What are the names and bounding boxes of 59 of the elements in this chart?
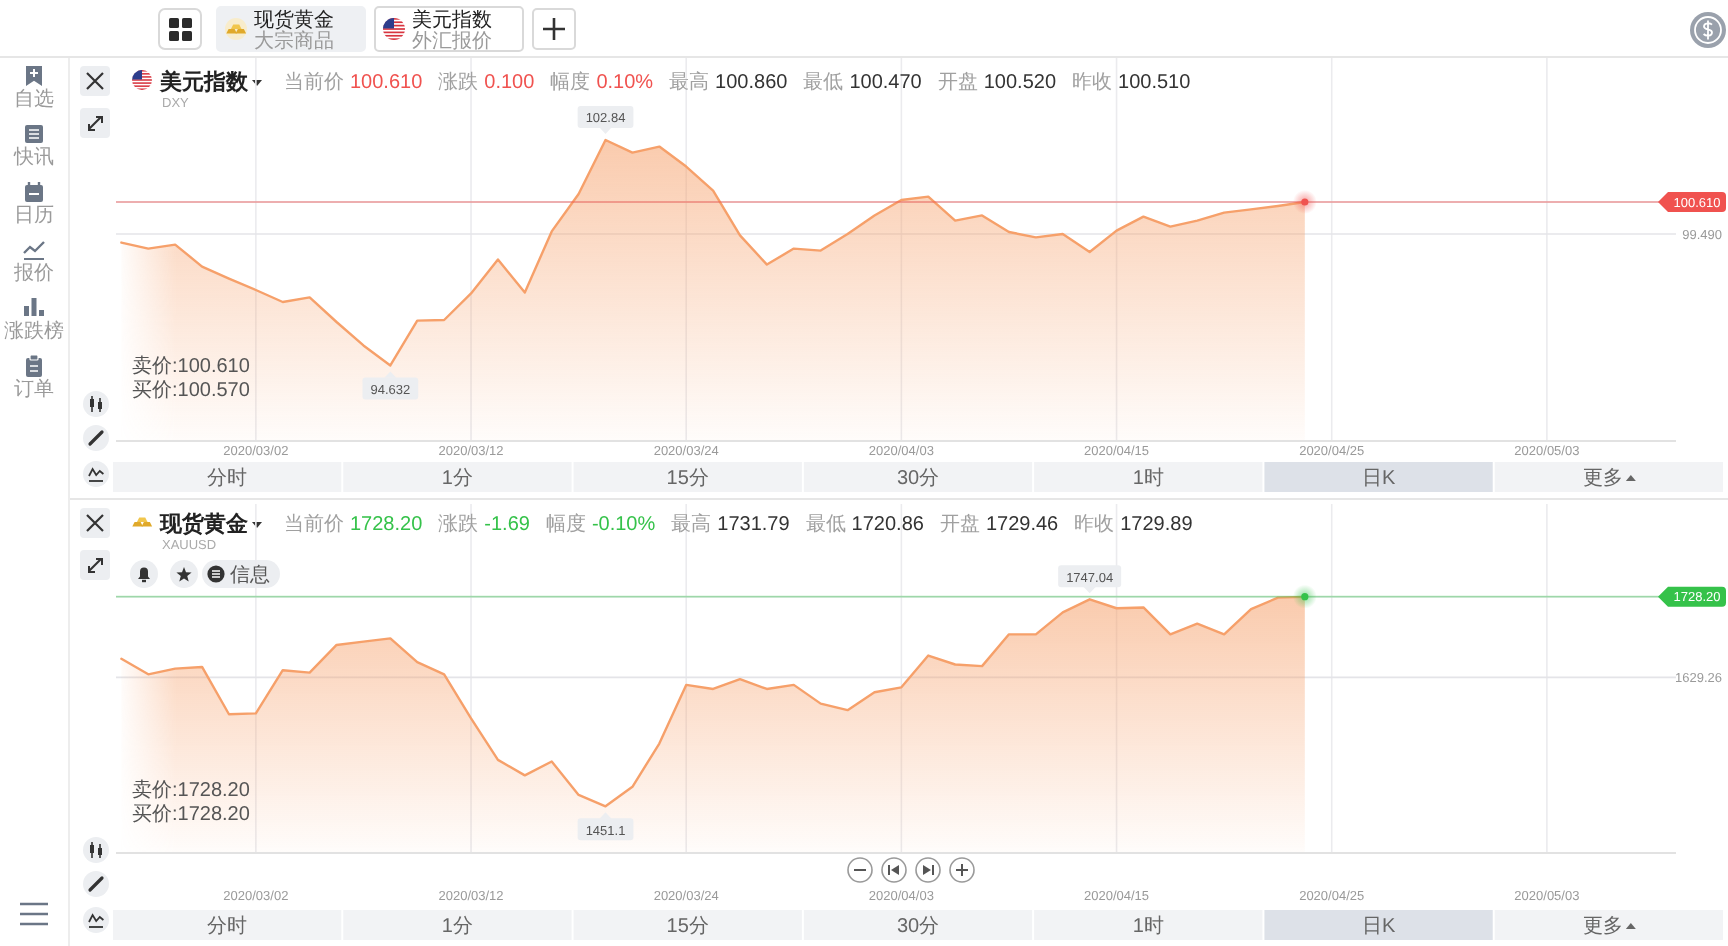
text: 美元指数 [158,69,250,95]
annotation: -0.10% [591,514,656,536]
annotation: 100.860 [715,72,789,94]
text: 现货黄金 [254,8,334,32]
annotation: 100.510 [1118,72,1192,94]
text: 订单 [14,377,54,401]
text: 1分 [441,466,473,490]
text: 分时 [207,466,248,490]
annotation: 信息 [230,563,270,587]
annotation: 0.10% [596,72,654,94]
text: 自选 [14,87,54,111]
text: 15分 [666,466,709,490]
chart-title: 现货黄金 [158,511,250,537]
annotation: 1731.79 [717,514,791,536]
annotation: 0.100 [484,72,536,94]
annotation: 买价:100.570 [132,378,251,402]
annotation: 开盘 [937,70,978,94]
annotation: 卖价:100.610 [132,354,251,378]
annotation: 涨跌 [438,512,479,536]
text: 更多 [1582,914,1623,938]
annotation: 当前价 [284,512,344,536]
annotation: 买价:1728.20 [132,802,251,826]
annotation: 幅度 [545,512,586,536]
annotation: 最低 [803,72,844,94]
text: 1时 [1132,466,1164,490]
text: 外汇报价 [412,29,492,53]
annotation: 幅度 [550,70,591,94]
annotation: 开盘 [939,512,980,536]
text: 30分 [896,914,940,938]
text: 日K [1361,468,1396,490]
text: 涨跌榜 [4,319,64,343]
text: 更多 [1582,466,1623,490]
annotation: 涨跌 [438,70,479,94]
text: 1分 [441,914,473,938]
annotation: 1729.46 [985,514,1060,536]
annotation: 1729.89 [1120,514,1194,536]
text: 日历 [14,205,54,227]
annotation: 卖价:1728.20 [132,778,251,802]
text: 快讯 [12,145,54,169]
annotation: 昨收 [1072,70,1113,94]
annotation: -1.69 [484,514,531,536]
annotation: 最低 [805,514,846,536]
annotation: 100.520 [983,72,1057,94]
text: 报价 [12,261,54,285]
annotation: 1720.86 [851,514,925,536]
annotation: 1728.20 [350,514,424,536]
text: 分时 [207,914,248,938]
annotation: 昨收 [1074,512,1115,536]
annotation: 100.470 [849,72,923,94]
text: 日K [1361,916,1396,938]
text: 大宗商品 [254,29,334,53]
annotation: 当前价 [284,70,344,94]
text: 1时 [1132,914,1164,938]
annotation: 最高 [669,70,710,94]
text: 美元指数 [412,8,492,32]
annotation: 100.610 [350,72,424,94]
text: 30分 [896,466,940,490]
text: 15分 [666,914,709,938]
annotation: 最高 [671,512,712,536]
